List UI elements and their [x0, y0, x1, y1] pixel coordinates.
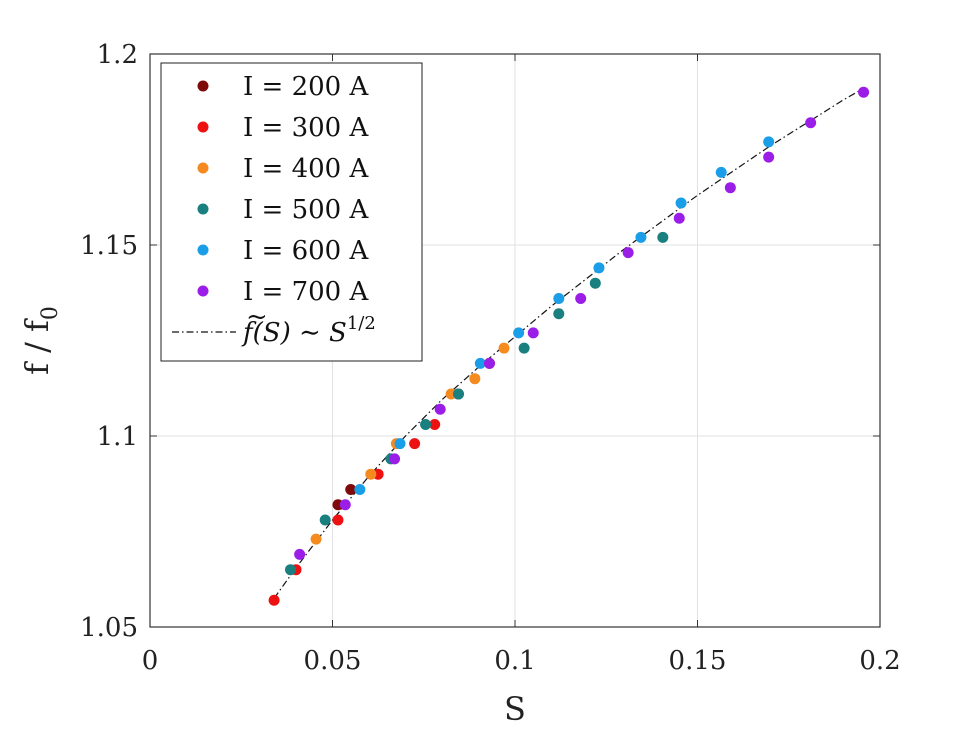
data-point — [575, 292, 587, 304]
y-tick-label: 1.2 — [97, 40, 138, 70]
legend-fit-tilde: ~ — [246, 302, 268, 332]
y-axis-label: f / f0 — [18, 306, 63, 375]
data-point — [635, 231, 647, 243]
x-tick-label: 0.1 — [494, 646, 535, 676]
legend-label: I = 400 A — [243, 154, 369, 184]
data-point — [715, 166, 727, 178]
legend-marker — [197, 203, 209, 215]
data-point — [763, 136, 775, 148]
legend-item: I = 600 A — [197, 236, 369, 266]
data-point — [589, 277, 601, 289]
data-point — [527, 327, 539, 339]
data-point — [394, 438, 406, 450]
fit-line — [273, 87, 864, 599]
data-point — [657, 231, 669, 243]
data-point — [409, 438, 421, 450]
y-tick-label: 1.05 — [80, 613, 138, 643]
data-point — [763, 151, 775, 163]
data-point — [420, 419, 432, 431]
legend-marker — [197, 80, 209, 92]
legend-fit-label: f(S) ∼ S1/2 — [241, 313, 376, 348]
legend: I = 200 A I = 300 A I = 400 A I = 500 A I = … — [160, 62, 423, 362]
data-point — [332, 514, 344, 526]
legend-fit-exponent: 1/2 — [347, 313, 376, 334]
y-tick-label: 1.15 — [80, 231, 138, 261]
fit-layer — [273, 87, 864, 599]
data-point — [513, 327, 525, 339]
legend-item: I = 500 A — [197, 195, 369, 225]
data-point — [452, 388, 464, 400]
data-point — [339, 499, 351, 511]
legend-marker — [197, 121, 209, 133]
legend-fit-arg: (S) ∼ S — [253, 318, 347, 348]
series-5 — [354, 136, 775, 495]
data-point — [285, 564, 297, 576]
y-tick-label: 1.1 — [97, 422, 138, 452]
data-point — [474, 357, 486, 369]
legend-label: I = 500 A — [243, 195, 369, 225]
legend-marker — [197, 244, 209, 256]
x-tick-label: 0.2 — [859, 646, 900, 676]
legend-box — [160, 62, 423, 362]
data-point — [434, 403, 446, 415]
data-point — [498, 342, 510, 354]
legend-label: I = 700 A — [243, 277, 369, 307]
legend-item: I = 400 A — [197, 154, 369, 184]
x-axis-label: S — [504, 690, 526, 728]
x-tick-label: 0.15 — [669, 646, 727, 676]
data-point — [553, 292, 565, 304]
legend-marker — [197, 285, 209, 297]
legend-item: I = 300 A — [197, 113, 369, 143]
legend-marker — [197, 162, 209, 174]
data-point — [805, 117, 817, 129]
legend-label: I = 600 A — [243, 236, 369, 266]
data-point — [429, 419, 441, 431]
data-point — [319, 514, 331, 526]
data-point — [469, 373, 481, 385]
data-point — [553, 308, 565, 320]
data-point — [294, 548, 306, 560]
data-point — [724, 182, 736, 194]
data-point — [389, 453, 401, 465]
data-point — [345, 483, 357, 495]
data-point — [622, 247, 634, 259]
legend-item: I = 200 A — [197, 72, 369, 102]
x-tick-label: 0.05 — [304, 646, 362, 676]
data-point — [268, 594, 280, 606]
data-points — [268, 86, 870, 606]
data-point — [858, 86, 870, 98]
series-2 — [268, 419, 441, 606]
y-axis-label-subscript: 0 — [38, 306, 63, 320]
data-point — [675, 197, 687, 209]
data-point — [354, 483, 366, 495]
legend-item: I = 700 A — [197, 277, 369, 307]
legend-label: I = 300 A — [243, 113, 369, 143]
legend-item-fit: ~f(S) ∼ S1/2 — [172, 302, 376, 348]
y-axis-label-main: f / f — [18, 318, 56, 375]
data-point — [673, 212, 685, 224]
data-point — [518, 342, 530, 354]
x-tick-label: 0 — [142, 646, 159, 676]
series-4 — [285, 231, 669, 576]
data-point — [365, 468, 377, 480]
data-point — [310, 533, 322, 545]
data-point — [483, 357, 495, 369]
legend-label: I = 200 A — [243, 72, 369, 102]
series-6 — [294, 86, 870, 560]
data-point — [593, 262, 605, 274]
ticks: 0 0.05 0.1 0.15 0.2 1.05 1.1 1.15 1.2 — [80, 40, 901, 676]
